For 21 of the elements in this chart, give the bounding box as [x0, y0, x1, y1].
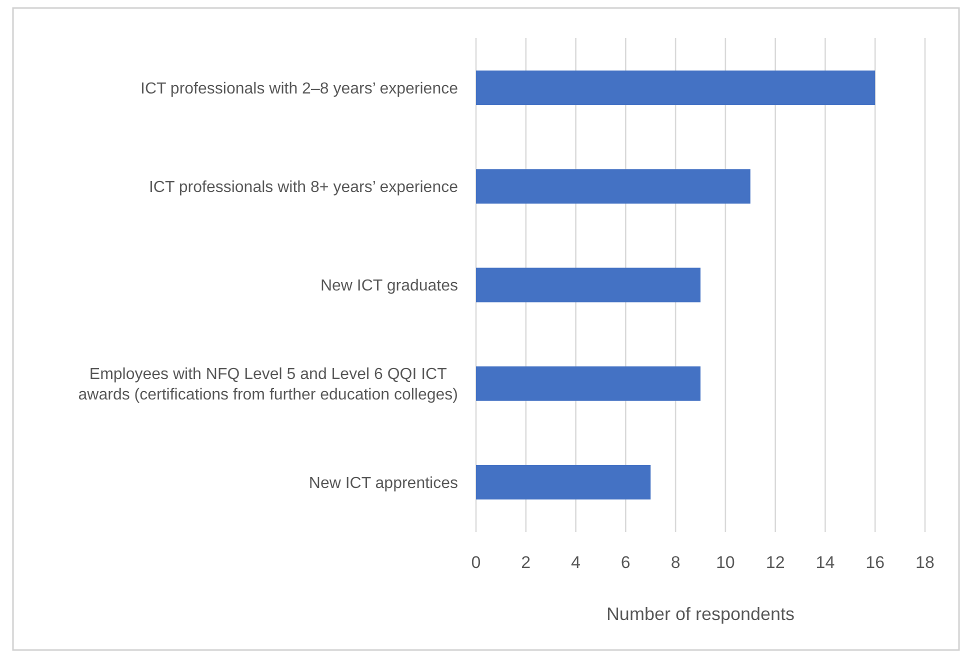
y-tick-label: ICT professionals with 2–8 years’ experience [140, 80, 458, 98]
x-tick-label: 12 [766, 553, 785, 572]
bar [476, 366, 700, 401]
x-tick-label: 10 [716, 553, 735, 572]
x-tick-label: 8 [670, 553, 680, 572]
y-tick-label: New ICT graduates [320, 278, 458, 295]
y-tick-label: ICT professionals with 8+ years’ experience [148, 178, 458, 196]
bar [476, 464, 651, 500]
y-tick-label: Employees with NFQ Level 5 and Level 6 QQI ICT awards (certifications from further education colleges) [78, 366, 458, 404]
x-axis-title: Number of respondents [606, 604, 795, 624]
bar [476, 268, 700, 302]
bar [476, 169, 750, 204]
x-tick-label: 0 [471, 553, 481, 572]
x-tick-label: 18 [916, 553, 934, 572]
x-tick-label: 16 [866, 553, 885, 572]
bar [476, 70, 876, 106]
x-tick-label: 6 [620, 553, 630, 572]
x-tick-label: 4 [571, 553, 581, 572]
y-tick-label: New ICT apprentices [308, 474, 458, 492]
x-tick-label: 14 [816, 553, 835, 572]
x-tick-label: 2 [521, 553, 531, 572]
